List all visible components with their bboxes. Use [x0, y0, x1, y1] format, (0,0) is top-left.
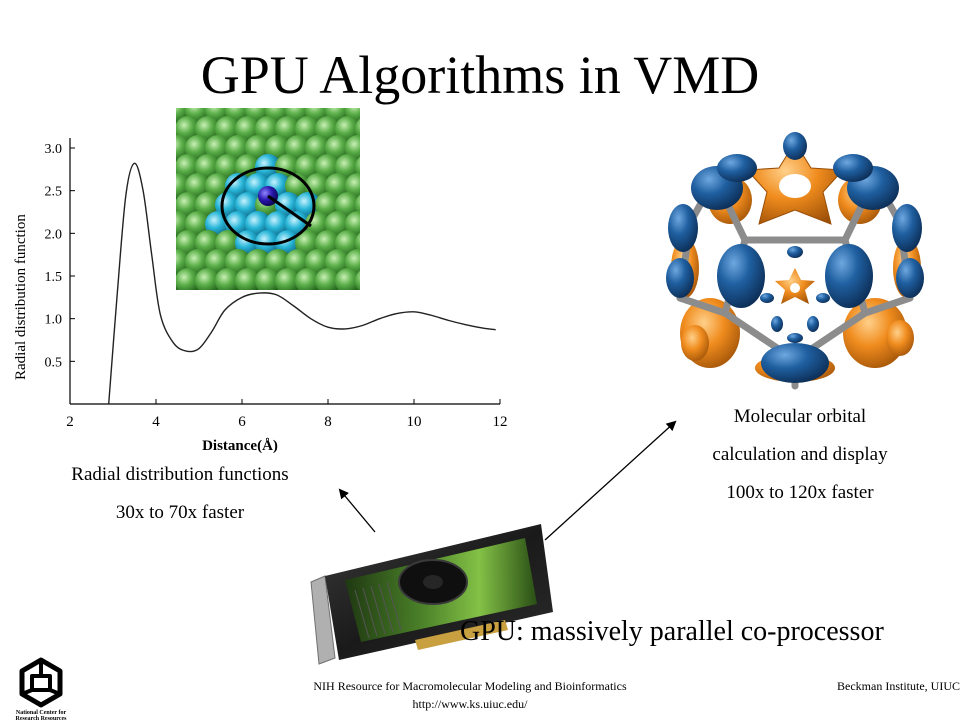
rdf-series-line — [108, 162, 496, 405]
orbital-center-star-hole — [790, 283, 800, 293]
rdf-x-tick-label: 6 — [238, 414, 246, 430]
rdf-y-tick-label: 0.5 — [45, 355, 63, 370]
molecular-orbital-image — [666, 132, 924, 390]
inset-atom-green — [275, 268, 301, 290]
ncrr-logo-text-2: Research Resources — [16, 716, 68, 720]
gpu-bracket — [310, 575, 336, 665]
rdf-y-tick-label: 1.5 — [45, 270, 63, 285]
rdf-x-tick-label: 2 — [66, 414, 74, 430]
inset-radius-line — [267, 194, 312, 228]
gpu-pcie-connector — [415, 620, 508, 650]
gpu-caption: GPU: massively parallel co-processor — [460, 616, 884, 647]
rdf-x-tick-label: 8 — [324, 414, 332, 430]
mo-caption-line1: Molecular orbital — [733, 406, 867, 427]
ncrr-logo-text: National Center for — [16, 710, 67, 716]
inset-atom-green — [355, 156, 360, 178]
ncrr-logo: National Center for Research Resources — [16, 657, 68, 720]
rdf-chart: 2 4 6 8 10 12 0.5 1.0 1.5 2.0 2.5 3.0 Radial distri… — [13, 138, 508, 454]
inset-atom-green — [215, 268, 241, 290]
inset-atom-green — [295, 268, 321, 290]
rdf-x-tick-label: 12 — [493, 414, 508, 430]
inset-atom-green — [355, 232, 360, 254]
inset-atom-green — [335, 268, 360, 290]
rdf-ticks: 2 4 6 8 10 12 0.5 1.0 1.5 2.0 2.5 3.0 — [45, 142, 508, 430]
gpu-fan-hub — [423, 575, 443, 589]
orbital-blue-lobes — [666, 132, 924, 383]
gpu-heatsink-fins — [354, 581, 402, 639]
footer-center: NIH Resource for Macromolecular Modeling… — [240, 677, 700, 713]
rdf-y-axis-label: Radial distribution function — [13, 214, 29, 380]
rdf-x-tick-label: 4 — [152, 414, 160, 430]
inset-atom-green — [355, 194, 360, 216]
gpu-card-image — [310, 524, 553, 665]
rdf-inset-image — [176, 108, 360, 290]
inset-cutoff-ring — [220, 166, 316, 246]
rdf-y-tick-label: 2.0 — [45, 227, 63, 242]
rdf-caption: Radial distribution functions 30x to 70x… — [20, 456, 340, 532]
rdf-caption-line2: 30x to 70x faster — [115, 502, 245, 523]
inset-atom-green — [315, 268, 341, 290]
footer-line1: NIH Resource for Macromolecular Modeling… — [313, 679, 627, 693]
rdf-caption-line1: Radial distribution functions — [71, 464, 289, 485]
mo-caption-line2: calculation and display — [712, 444, 888, 465]
inset-atom-green — [355, 270, 360, 290]
inset-atom-green — [176, 268, 201, 290]
rdf-x-axis-label: Distance(Å) — [202, 438, 278, 454]
footer-line2: http://www.ks.uiuc.edu/ — [412, 697, 528, 711]
orbital-top-star-hole — [779, 174, 811, 198]
footer-right: Beckman Institute, UIUC — [837, 679, 960, 693]
arrow-to-orbital — [544, 420, 677, 541]
rdf-y-tick-label: 1.0 — [45, 313, 63, 328]
mo-caption-line3: 100x to 120x faster — [726, 482, 874, 503]
inset-atom-green — [355, 118, 360, 140]
ncrr-logo-mark — [19, 657, 63, 708]
slide-title: GPU Algorithms in VMD — [200, 45, 760, 105]
inset-atom-green — [195, 268, 221, 290]
rdf-x-tick-label: 10 — [407, 414, 422, 430]
inset-atom-green — [255, 268, 281, 290]
rdf-axes — [69, 138, 500, 405]
rdf-y-tick-label: 3.0 — [45, 142, 63, 157]
mo-caption: Molecular orbital calculation and displa… — [660, 398, 940, 512]
rdf-y-tick-label: 2.5 — [45, 185, 63, 200]
inset-atom-green — [235, 268, 261, 290]
